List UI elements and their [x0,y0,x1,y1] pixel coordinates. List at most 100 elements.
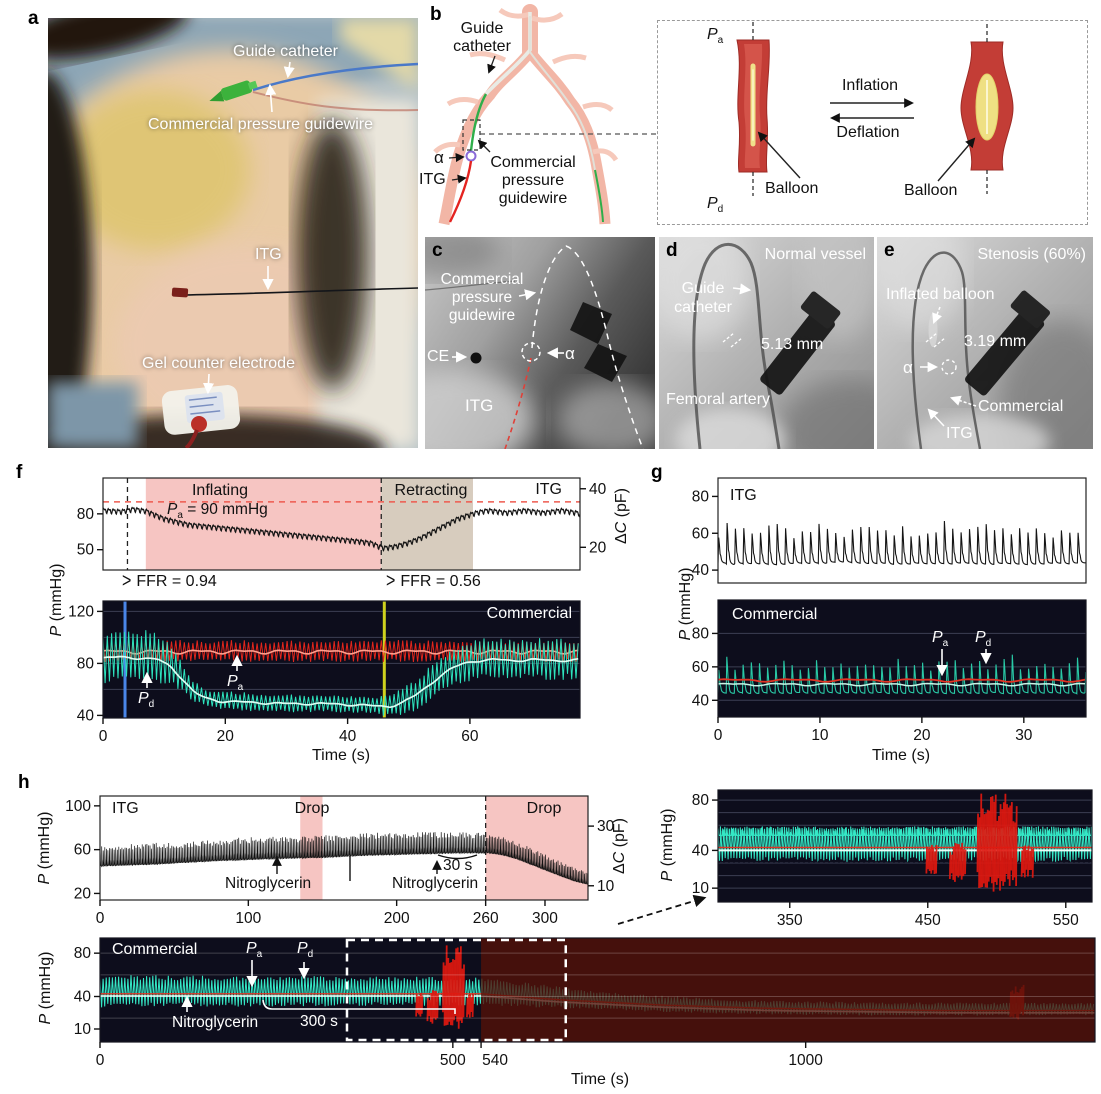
itg-dashed-trace [504,357,532,449]
itg-label: ITG [465,396,494,415]
panel-e-arrows [920,306,977,427]
balloon-label-right: Balloon [904,182,958,199]
f-x-axis-title: Time (s) [311,747,371,764]
itg-label: ITG [946,425,973,442]
pd-label: Pd [707,195,724,216]
svg-text:60: 60 [692,525,710,542]
pa-label: Pa [932,629,949,650]
panel-a-arrows [202,61,295,395]
svg-text:20: 20 [589,539,607,556]
itg-tag: ITG [112,800,139,817]
panel-letter-b: b [430,4,442,25]
svg-text:80: 80 [77,655,95,672]
panel-letter-g: g [651,462,663,483]
svg-text:20: 20 [913,727,931,744]
svg-text:1000: 1000 [788,1052,823,1069]
svg-text:60: 60 [692,659,710,676]
itg-red-segment [448,160,473,223]
gel-pad [161,385,241,435]
alpha-label: α [903,358,913,377]
svg-text:540: 540 [482,1052,508,1069]
panel-h-inset-plot: 80 40 10 350 450 550 [676,780,1100,937]
panel-b-dashed-box [657,20,1088,225]
pressure-guidewire-line [252,91,418,112]
pa-equation: Pa = 90 mmHg [167,501,268,522]
nitroglycerin-label-2: Nitroglycerin [392,875,479,892]
panel-g-commercial-plot: 80 60 40 0 10 20 30 [676,592,1098,752]
itg-tag: ITG [535,481,562,498]
deflation-label: Deflation [836,124,900,141]
f-right-axis-title: ΔC (pF) [613,487,630,545]
vessel-diameter-value: 5.13 mm [761,336,824,353]
vessel-measurement-marks [925,332,946,348]
itg-tag: ITG [730,487,757,504]
pressure-guidewire-label: Commercial pressure guidewire [148,116,373,133]
alpha-circle [521,342,541,362]
svg-text:30: 30 [597,818,615,835]
h-top-y-axis-title: P (mmHg) [36,811,53,885]
gel-electrode-label: Gel counter electrode [142,355,295,372]
pd-label: Pd [138,690,155,711]
svg-text:100: 100 [65,798,91,815]
svg-text:450: 450 [915,912,941,929]
svg-text:500: 500 [440,1052,466,1069]
commercial-tag: Commercial [112,941,198,958]
svg-text:20: 20 [74,885,92,902]
h-inset-y-axis-title: P (mmHg) [659,808,676,882]
green-connector [209,80,258,102]
guide-catheter-label: Guide catheter [674,280,732,316]
h-x-axis-title: Time (s) [570,1071,630,1088]
alpha-label: α [565,344,575,363]
f-y-axis-title: P (mmHg) [48,563,65,637]
svg-text:260: 260 [473,910,499,927]
guidewire-green-segment [469,93,488,152]
svg-text:200: 200 [384,910,410,927]
nitroglycerin-label-1: Nitroglycerin [225,875,312,892]
panel-letter-a: a [28,8,39,29]
pa-label: Pa [707,26,724,47]
inflated-balloon-label: Inflated balloon [886,286,995,303]
commercial-tag: Commercial [486,605,572,622]
drop-label-2: Drop [526,800,562,817]
svg-text:80: 80 [692,792,710,809]
svg-text:0: 0 [96,910,105,927]
svg-text:0: 0 [96,1052,105,1069]
panel-letter-h: h [18,772,30,793]
svg-text:10: 10 [811,727,829,744]
red-clip [191,416,207,432]
panel-letter-e: e [884,240,895,261]
panel-f-itg-plot: 80 50 40 20 [61,470,630,581]
svg-text:40: 40 [339,728,357,745]
ffr-value-inflating: > FFR = 0.94 [122,570,217,592]
itg-wire [182,287,418,296]
svg-text:100: 100 [235,910,261,927]
svg-text:300: 300 [532,910,558,927]
svg-text:40: 40 [692,562,710,579]
nitroglycerin-label-3: Nitroglycerin [172,1014,259,1031]
panel-d-title: Normal vessel [764,246,866,263]
svg-text:40: 40 [77,707,95,724]
scale-30s-label: 30 s [443,857,473,874]
itg-label: ITG [419,171,446,188]
svg-text:10: 10 [74,1021,92,1038]
svg-text:20: 20 [217,728,235,745]
panel-h-commercial-plot: 80 40 10 0 500 540 1000 [58,930,1101,1077]
retracting-label: Retracting [394,482,468,499]
pd-label: Pd [975,629,992,650]
g-y-axis-title: P (mmHg) [677,567,694,641]
panel-letter-c: c [432,240,443,261]
svg-text:40: 40 [692,842,710,859]
svg-text:10: 10 [597,878,615,895]
guide-catheter-label: Guide catheter [453,20,511,55]
svg-text:80: 80 [692,488,710,505]
svg-text:50: 50 [77,542,95,559]
counter-electrode-dot [470,352,482,364]
svg-text:30: 30 [1015,727,1033,744]
svg-text:0: 0 [714,727,723,744]
panel-f-commercial-plot: 120 80 40 0 20 40 60 [61,593,600,753]
panel-g-itg-plot: 80 60 40 [676,470,1098,594]
guide-catheter-line [252,62,418,92]
femoral-artery-label: Femoral artery [666,391,771,408]
guidewire-label: Commercial pressure guidewire [490,154,576,207]
